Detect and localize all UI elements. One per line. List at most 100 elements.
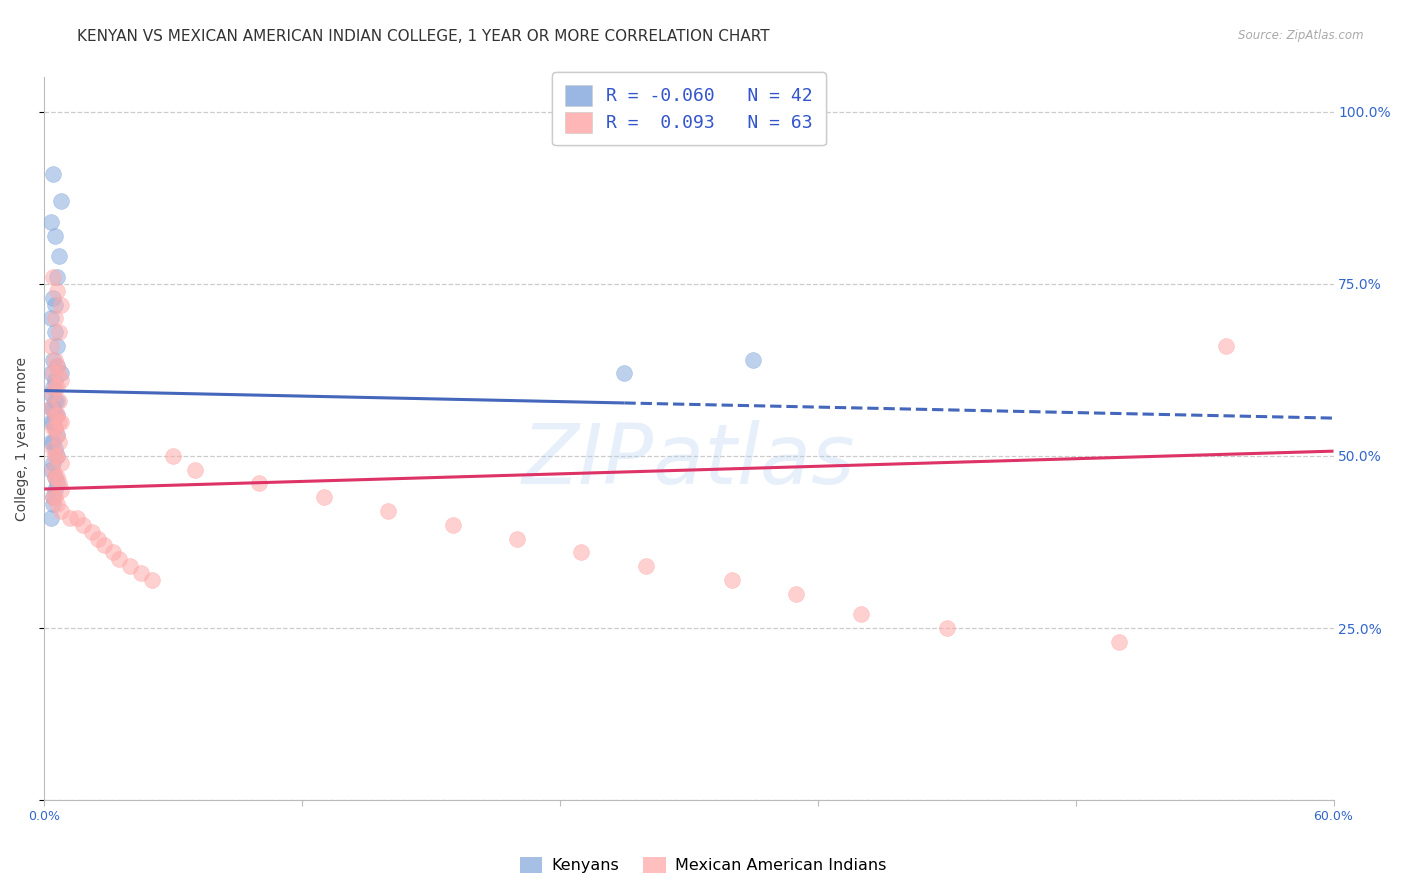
Point xyxy=(1108,634,1130,648)
Point xyxy=(44,469,66,483)
Point xyxy=(44,421,66,435)
Point xyxy=(634,559,657,574)
Point xyxy=(46,428,69,442)
Point xyxy=(42,456,65,470)
Point xyxy=(51,415,73,429)
Point xyxy=(46,449,69,463)
Point xyxy=(39,401,62,415)
Point xyxy=(46,469,69,483)
Point xyxy=(44,408,66,422)
Point xyxy=(42,367,65,381)
Point xyxy=(46,359,69,374)
Point xyxy=(42,490,65,504)
Point xyxy=(39,367,62,381)
Point xyxy=(120,559,142,574)
Point xyxy=(65,511,87,525)
Point xyxy=(46,359,69,374)
Point xyxy=(247,476,270,491)
Point xyxy=(44,352,66,367)
Point xyxy=(42,387,65,401)
Point xyxy=(42,291,65,305)
Point xyxy=(441,517,464,532)
Point xyxy=(44,393,66,408)
Point xyxy=(39,463,62,477)
Point xyxy=(93,538,115,552)
Point xyxy=(51,367,73,381)
Point xyxy=(39,387,62,401)
Y-axis label: College, 1 year or more: College, 1 year or more xyxy=(15,357,30,521)
Point xyxy=(44,380,66,394)
Point xyxy=(80,524,103,539)
Point xyxy=(46,393,69,408)
Text: Source: ZipAtlas.com: Source: ZipAtlas.com xyxy=(1239,29,1364,42)
Point xyxy=(46,380,69,394)
Point xyxy=(51,456,73,470)
Point xyxy=(46,408,69,422)
Point xyxy=(48,476,70,491)
Point xyxy=(162,449,184,463)
Point xyxy=(39,511,62,525)
Point xyxy=(51,194,73,209)
Point xyxy=(48,435,70,450)
Point xyxy=(42,270,65,285)
Point xyxy=(42,497,65,511)
Point xyxy=(46,339,69,353)
Point xyxy=(44,483,66,498)
Point xyxy=(87,532,110,546)
Point xyxy=(44,469,66,483)
Point xyxy=(44,311,66,326)
Point xyxy=(46,428,69,442)
Point xyxy=(1215,339,1237,353)
Point xyxy=(46,449,69,463)
Point xyxy=(51,483,73,498)
Point xyxy=(51,504,73,518)
Point xyxy=(129,566,152,580)
Point xyxy=(571,545,593,559)
Point xyxy=(39,435,62,450)
Point xyxy=(44,325,66,339)
Point xyxy=(935,621,957,635)
Text: KENYAN VS MEXICAN AMERICAN INDIAN COLLEGE, 1 YEAR OR MORE CORRELATION CHART: KENYAN VS MEXICAN AMERICAN INDIAN COLLEG… xyxy=(77,29,770,44)
Point xyxy=(48,415,70,429)
Point xyxy=(44,228,66,243)
Point xyxy=(312,490,335,504)
Point xyxy=(742,352,765,367)
Point xyxy=(44,449,66,463)
Point xyxy=(785,586,807,600)
Point xyxy=(44,297,66,311)
Point xyxy=(46,284,69,298)
Point xyxy=(44,490,66,504)
Point xyxy=(44,442,66,456)
Point xyxy=(59,511,82,525)
Point xyxy=(72,517,94,532)
Point xyxy=(849,607,872,622)
Point xyxy=(42,415,65,429)
Point xyxy=(44,421,66,435)
Text: ZIPatlas: ZIPatlas xyxy=(522,420,856,501)
Point xyxy=(39,339,62,353)
Legend: R = -0.060   N = 42, R =  0.093   N = 63: R = -0.060 N = 42, R = 0.093 N = 63 xyxy=(553,72,825,145)
Point xyxy=(39,311,62,326)
Point xyxy=(108,552,131,566)
Point xyxy=(42,442,65,456)
Point xyxy=(39,415,62,429)
Point xyxy=(141,573,163,587)
Point xyxy=(48,325,70,339)
Point xyxy=(46,408,69,422)
Point xyxy=(42,463,65,477)
Point xyxy=(506,532,529,546)
Point xyxy=(46,497,69,511)
Point xyxy=(42,421,65,435)
Point xyxy=(42,490,65,504)
Point xyxy=(51,373,73,387)
Point xyxy=(101,545,124,559)
Point xyxy=(48,367,70,381)
Point xyxy=(46,476,69,491)
Point xyxy=(183,463,205,477)
Point xyxy=(42,380,65,394)
Point xyxy=(613,367,636,381)
Point xyxy=(48,249,70,263)
Point xyxy=(39,401,62,415)
Legend: Kenyans, Mexican American Indians: Kenyans, Mexican American Indians xyxy=(513,850,893,880)
Point xyxy=(46,270,69,285)
